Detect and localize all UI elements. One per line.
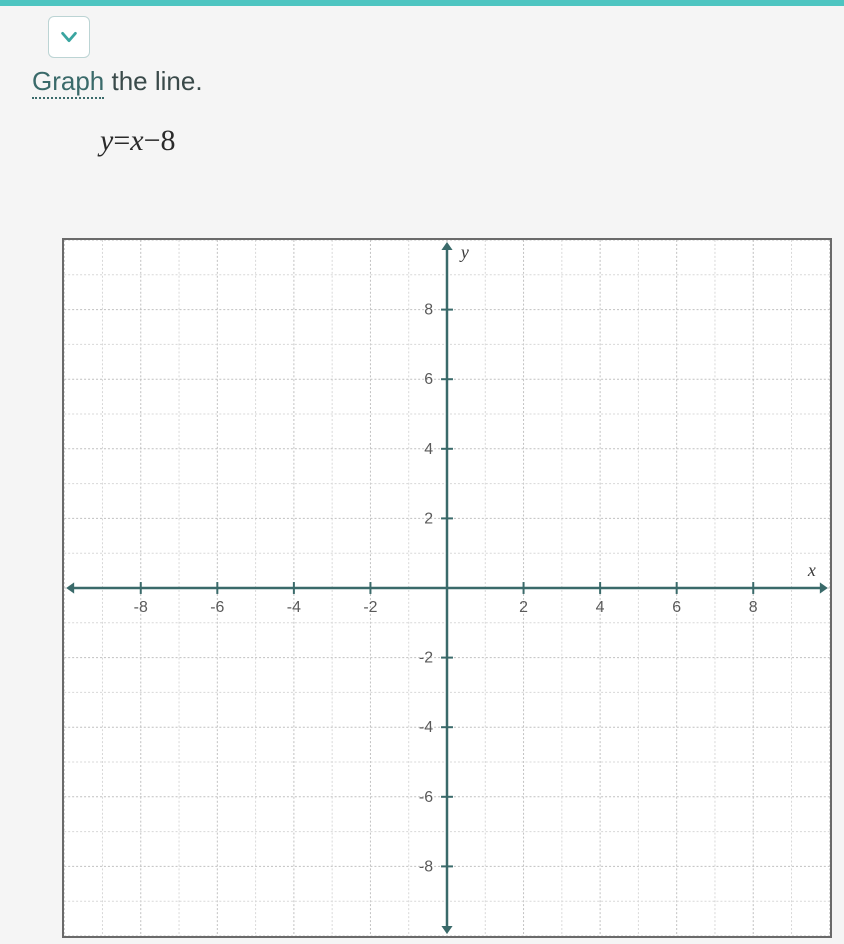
top-accent-bar bbox=[0, 0, 844, 6]
svg-text:x: x bbox=[807, 560, 816, 580]
svg-text:-8: -8 bbox=[134, 599, 148, 616]
glossary-link-graph[interactable]: Graph bbox=[32, 66, 104, 99]
graph-svg: -8 -6 -4 -2 2 4 6 8 -8 -6 -4 -2 2 4 6 8 x y bbox=[64, 240, 830, 936]
svg-text:4: 4 bbox=[424, 441, 433, 458]
svg-text:6: 6 bbox=[672, 599, 681, 616]
equation-op: − bbox=[144, 124, 161, 157]
svg-text:-4: -4 bbox=[287, 599, 301, 616]
equation: y=x−8 bbox=[100, 124, 176, 158]
svg-text:8: 8 bbox=[424, 302, 433, 319]
svg-text:-4: -4 bbox=[419, 719, 433, 736]
equation-rhs-var: x bbox=[130, 124, 143, 157]
svg-text:6: 6 bbox=[424, 371, 433, 388]
axes bbox=[66, 242, 828, 934]
instruction-rest: the line. bbox=[104, 66, 202, 96]
svg-text:4: 4 bbox=[596, 599, 605, 616]
expand-toggle-button[interactable] bbox=[48, 16, 90, 58]
svg-text:8: 8 bbox=[749, 599, 758, 616]
svg-text:-6: -6 bbox=[419, 789, 433, 806]
svg-text:2: 2 bbox=[424, 510, 433, 527]
coordinate-plane[interactable]: -8 -6 -4 -2 2 4 6 8 -8 -6 -4 -2 2 4 6 8 x y bbox=[62, 238, 832, 938]
equation-num: 8 bbox=[161, 124, 176, 157]
svg-text:-8: -8 bbox=[419, 858, 433, 875]
svg-text:-2: -2 bbox=[363, 599, 377, 616]
equation-equals: = bbox=[113, 124, 130, 157]
chevron-down-icon bbox=[58, 26, 80, 48]
svg-text:-6: -6 bbox=[210, 599, 224, 616]
svg-text:2: 2 bbox=[519, 599, 528, 616]
equation-lhs: y bbox=[100, 124, 113, 157]
svg-text:-2: -2 bbox=[419, 650, 433, 667]
instruction-text: Graph the line. bbox=[32, 66, 203, 97]
axis-labels: -8 -6 -4 -2 2 4 6 8 -8 -6 -4 -2 2 4 6 8 x y bbox=[134, 242, 816, 875]
svg-text:y: y bbox=[459, 242, 469, 262]
